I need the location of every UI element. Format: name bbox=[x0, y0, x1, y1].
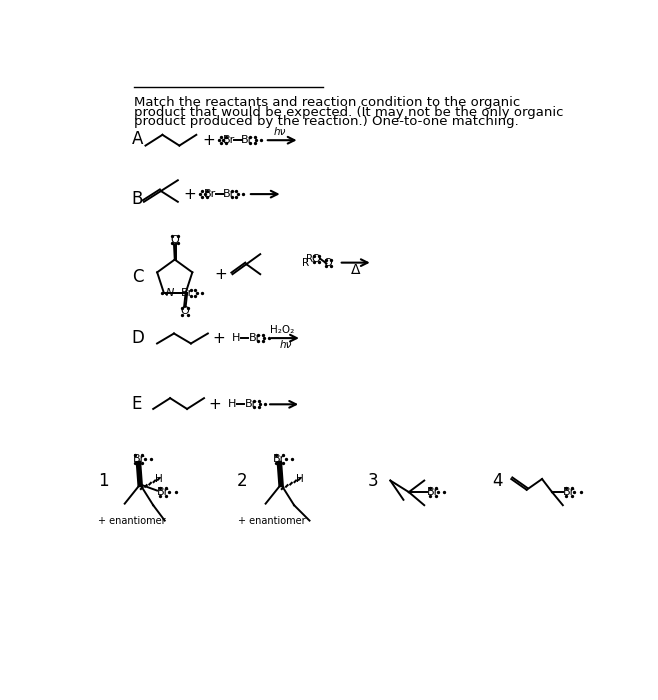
Text: E: E bbox=[132, 395, 142, 413]
Text: O: O bbox=[171, 234, 180, 244]
Text: Br: Br bbox=[249, 333, 261, 343]
Text: O: O bbox=[180, 307, 190, 316]
Text: H: H bbox=[232, 333, 241, 343]
Text: R: R bbox=[302, 258, 309, 267]
Text: Match the reactants and reaction condition to the organic: Match the reactants and reaction conditi… bbox=[134, 97, 520, 109]
Text: Br: Br bbox=[426, 487, 439, 497]
Text: Br: Br bbox=[132, 454, 145, 464]
Text: +: + bbox=[184, 187, 197, 202]
Text: Br: Br bbox=[273, 454, 286, 464]
Text: Br: Br bbox=[222, 135, 235, 145]
Text: N: N bbox=[166, 288, 174, 298]
Text: 2: 2 bbox=[236, 472, 247, 489]
Text: 3: 3 bbox=[367, 472, 378, 489]
Text: O: O bbox=[324, 258, 332, 268]
Text: Br: Br bbox=[157, 487, 169, 497]
Text: B: B bbox=[132, 190, 143, 208]
Text: Δ: Δ bbox=[351, 262, 361, 276]
Text: H₂O₂: H₂O₂ bbox=[270, 325, 295, 335]
Text: H: H bbox=[295, 474, 303, 484]
Text: R: R bbox=[306, 254, 313, 264]
Text: +: + bbox=[202, 133, 215, 148]
Text: hν: hν bbox=[274, 127, 286, 136]
Text: +: + bbox=[215, 267, 227, 281]
Text: C: C bbox=[132, 267, 143, 286]
Text: Br: Br bbox=[245, 399, 257, 409]
Text: Br: Br bbox=[241, 135, 253, 145]
Text: D: D bbox=[132, 329, 145, 347]
Text: Br: Br bbox=[204, 189, 216, 199]
Text: 1: 1 bbox=[98, 472, 109, 489]
Text: Br: Br bbox=[222, 189, 235, 199]
Text: A: A bbox=[132, 130, 143, 148]
Text: hν: hν bbox=[280, 340, 291, 350]
Text: Br: Br bbox=[181, 288, 193, 298]
Text: + enantiomer: + enantiomer bbox=[98, 516, 165, 526]
Text: Br: Br bbox=[563, 487, 575, 497]
Text: 4: 4 bbox=[492, 472, 503, 489]
Text: +: + bbox=[213, 330, 225, 346]
Text: O: O bbox=[311, 254, 320, 264]
Text: + enantiomer: + enantiomer bbox=[238, 516, 305, 526]
Text: product that would be expected. (It may not be the only organic: product that would be expected. (It may … bbox=[134, 106, 563, 118]
Text: H: H bbox=[228, 399, 237, 409]
Text: +: + bbox=[209, 397, 221, 412]
Text: product produced by the reaction.) One-to-one matching.: product produced by the reaction.) One-t… bbox=[134, 115, 519, 128]
Text: H: H bbox=[155, 474, 163, 484]
